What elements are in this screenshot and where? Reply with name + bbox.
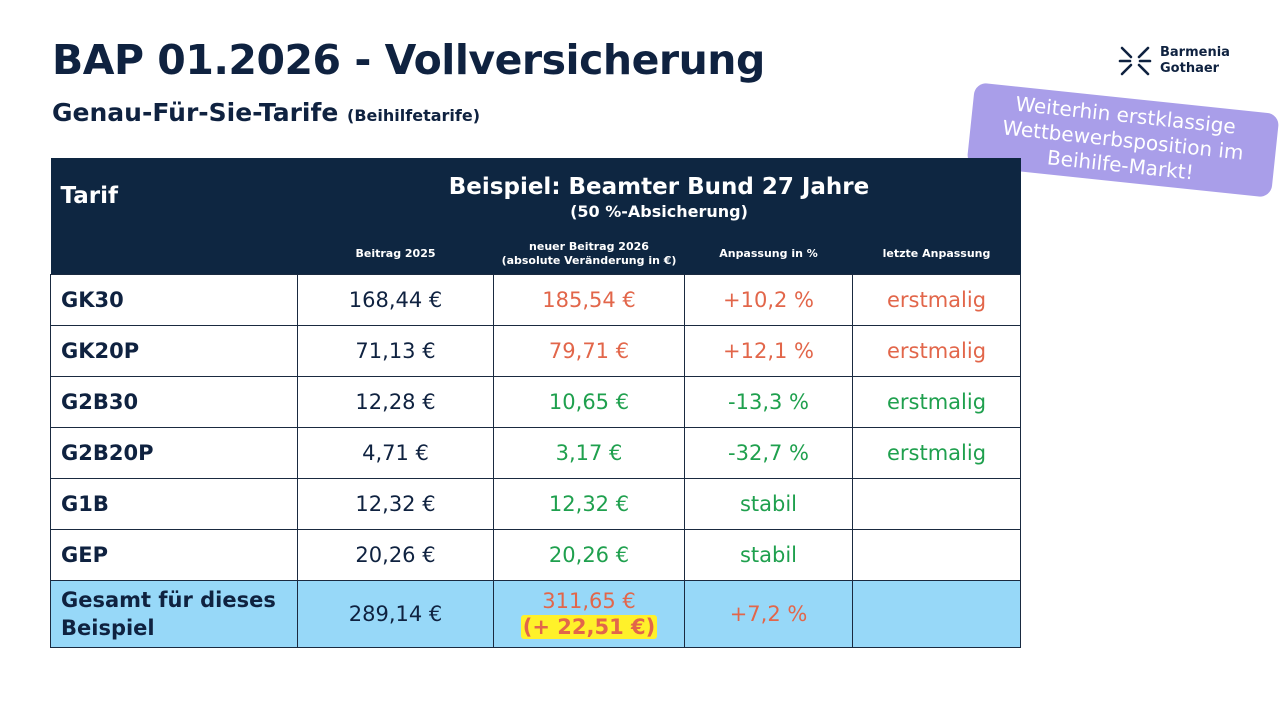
neuer-beitrag: 3,17 €: [493, 427, 685, 479]
page-title: BAP 01.2026 - Vollversicherung: [52, 36, 765, 84]
beitrag-2025: 168,44 €: [297, 274, 494, 326]
header-neuer-beitrag-l1: neuer Beitrag 2026: [529, 240, 649, 253]
subtitle-note: (Beihilfetarife): [347, 106, 481, 125]
header-tarif: Tarif: [50, 158, 298, 234]
anpassung: -32,7 %: [684, 427, 853, 479]
example-title: Beispiel: Beamter Bund 27 Jahre: [448, 174, 870, 200]
neuer-beitrag: 10,65 €: [493, 376, 685, 428]
total-beitrag-2025: 289,14 €: [297, 580, 494, 648]
table-row: GK30 168,44 € 185,54 € +10,2 % erstmalig: [50, 274, 1022, 326]
header-empty: [50, 234, 298, 275]
tarif-name: GK30: [50, 274, 298, 326]
tarif-name: G1B: [50, 478, 298, 530]
company-logo: Barmenia Gothaer: [1118, 44, 1230, 78]
example-subtitle: (50 %-Absicherung): [570, 202, 748, 221]
letzte-anpassung: [851, 529, 1022, 581]
tarif-name: GK20P: [50, 325, 298, 377]
tariff-table: Tarif Beispiel: Beamter Bund 27 Jahre (5…: [50, 158, 1022, 648]
neuer-beitrag: 20,26 €: [493, 529, 685, 581]
table-row: G2B20P 4,71 € 3,17 € -32,7 % erstmalig: [50, 427, 1022, 479]
anpassung: +10,2 %: [684, 274, 853, 326]
beitrag-2025: 12,28 €: [297, 376, 494, 428]
anpassung: -13,3 %: [684, 376, 853, 428]
anpassung: +12,1 %: [684, 325, 853, 377]
barmenia-gothaer-star-icon: [1118, 46, 1152, 76]
subtitle-text: Genau-Für-Sie-Tarife: [52, 98, 339, 127]
table-row: G2B30 12,28 € 10,65 € -13,3 % erstmalig: [50, 376, 1022, 428]
letzte-anpassung: [851, 478, 1022, 530]
header-neuer-beitrag: neuer Beitrag 2026 (absolute Veränderung…: [493, 234, 685, 275]
tarif-name: G2B20P: [50, 427, 298, 479]
tarif-name: G2B30: [50, 376, 298, 428]
total-letzte: [851, 580, 1022, 648]
table-row: G1B 12,32 € 12,32 € stabil: [50, 478, 1022, 530]
anpassung: stabil: [684, 529, 853, 581]
beitrag-2025: 20,26 €: [297, 529, 494, 581]
beitrag-2025: 4,71 €: [297, 427, 494, 479]
beitrag-2025: 12,32 €: [297, 478, 494, 530]
total-row: Gesamt für dieses Beispiel 289,14 € 311,…: [50, 580, 1022, 648]
neuer-beitrag: 185,54 €: [493, 274, 685, 326]
total-label: Gesamt für dieses Beispiel: [50, 580, 298, 648]
tarif-name: GEP: [50, 529, 298, 581]
total-label-l2: Beispiel: [61, 616, 155, 640]
total-diff-highlight: (+ 22,51 €): [520, 615, 658, 639]
header-example: Beispiel: Beamter Bund 27 Jahre (50 %-Ab…: [297, 158, 1021, 234]
page-subtitle: Genau-Für-Sie-Tarife (Beihilfetarife): [52, 98, 480, 127]
total-label-l1: Gesamt für dieses: [61, 588, 276, 612]
total-neu-value: 311,65 €: [542, 589, 636, 613]
letzte-anpassung: erstmalig: [851, 376, 1022, 428]
table-row: GEP 20,26 € 20,26 € stabil: [50, 529, 1022, 581]
header-neuer-beitrag-l2: (absolute Veränderung in €): [501, 254, 677, 267]
logo-line-2: Gothaer: [1160, 61, 1220, 76]
header-letzte-anpassung: letzte Anpassung: [852, 234, 1021, 275]
letzte-anpassung: erstmalig: [851, 427, 1022, 479]
beitrag-2025: 71,13 €: [297, 325, 494, 377]
total-anpassung: +7,2 %: [684, 580, 853, 648]
neuer-beitrag: 12,32 €: [493, 478, 685, 530]
logo-line-1: Barmenia: [1160, 45, 1230, 60]
letzte-anpassung: erstmalig: [851, 325, 1022, 377]
total-neuer-beitrag: 311,65 € (+ 22,51 €): [493, 580, 685, 648]
table-row: GK20P 71,13 € 79,71 € +12,1 % erstmalig: [50, 325, 1022, 377]
letzte-anpassung: erstmalig: [851, 274, 1022, 326]
anpassung: stabil: [684, 478, 853, 530]
header-beitrag-2025: Beitrag 2025: [297, 234, 494, 275]
header-anpassung: Anpassung in %: [684, 234, 853, 275]
neuer-beitrag: 79,71 €: [493, 325, 685, 377]
